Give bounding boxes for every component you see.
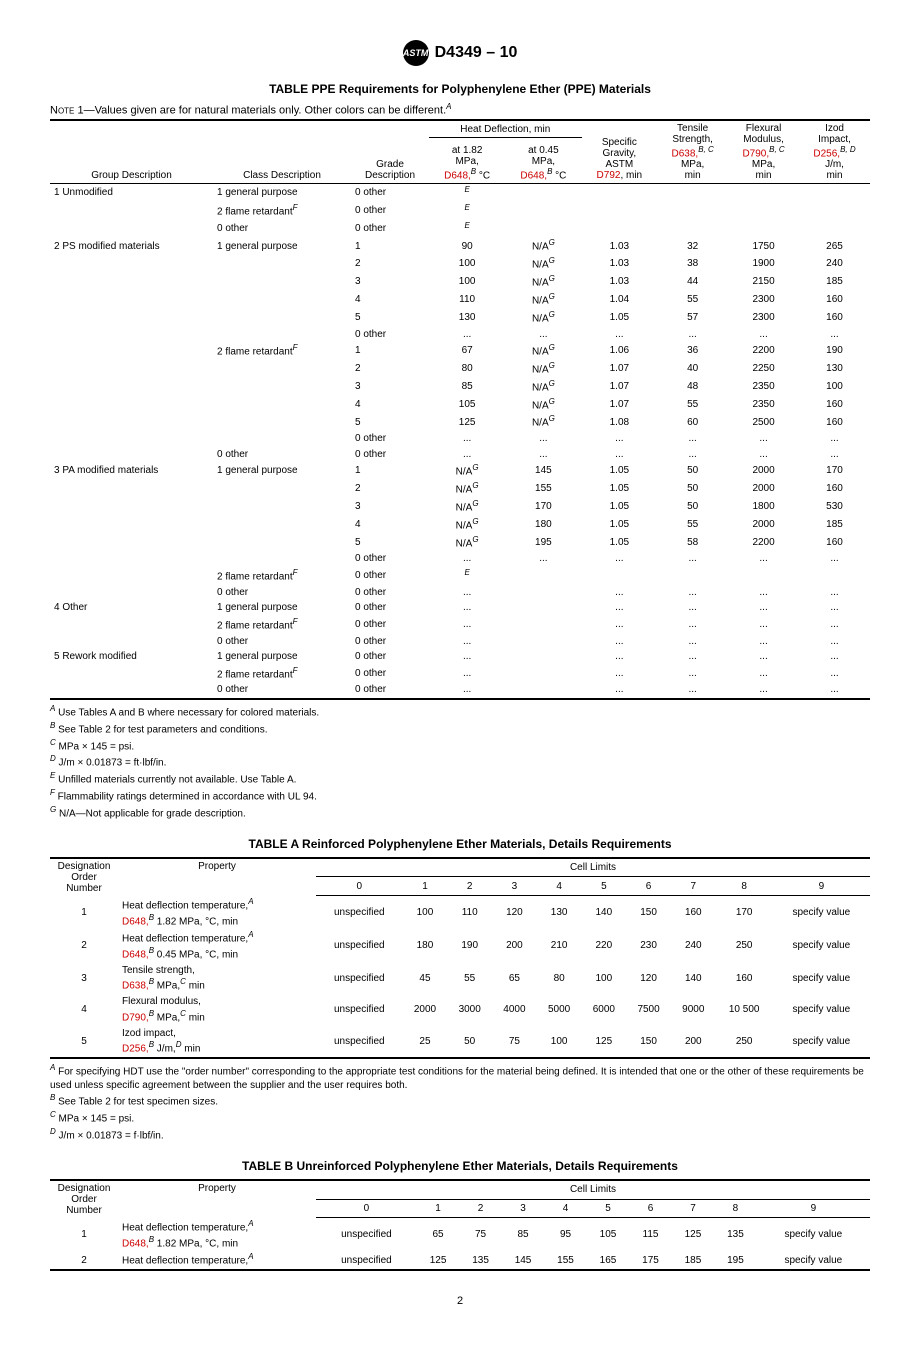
table-row: 2 flame retardantF0 otherE [50, 567, 870, 585]
table-row: 3Tensile strength,D638,B MPa,C minunspec… [50, 963, 870, 994]
table-row: 385N/AG1.07482350100 [50, 378, 870, 396]
table-ppe: Group Description Class Description Grad… [50, 119, 870, 700]
table-row: 0 other0 other............... [50, 585, 870, 601]
table-row: 2 flame retardantF0 otherE [50, 202, 870, 220]
table-row: 2 PS modified materials1 general purpose… [50, 237, 870, 255]
table-row: 5N/AG1951.05582200160 [50, 534, 870, 552]
doc-header: ASTM D4349 – 10 [50, 40, 870, 66]
table-row: 3 PA modified materials1 general purpose… [50, 462, 870, 480]
table-row: 280N/AG1.07402250130 [50, 360, 870, 378]
table-row: 0 other.................. [50, 327, 870, 343]
note-text: —Values given are for natural materials … [84, 105, 447, 117]
table-row: 3N/AG1701.05501800530 [50, 498, 870, 516]
note-sup: A [446, 102, 451, 111]
table-a-footnotes: A For specifying HDT use the "order numb… [50, 1063, 870, 1143]
table-b: Designation Order Number Property Cell L… [50, 1179, 870, 1271]
table-ppe-footnotes: A Use Tables A and B where necessary for… [50, 704, 870, 821]
tb-hdr-cell: Cell Limits [316, 1180, 870, 1199]
table-row: 0 other0 other.................. [50, 447, 870, 463]
table-row: 1Heat deflection temperature,AD648,B 1.8… [50, 896, 870, 930]
table-a: Designation Order Number Property Cell L… [50, 857, 870, 1059]
astm-logo-icon: ASTM [403, 40, 429, 66]
table-row: 2N/AG1551.05502000160 [50, 480, 870, 498]
table-row: 0 other0 other............... [50, 682, 870, 699]
table-row: 0 other0 other............... [50, 634, 870, 650]
table-row: 1 Unmodified1 general purpose0 otherE [50, 183, 870, 201]
hdr-hd1: at 1.82MPa,D648,B °C [429, 138, 505, 184]
table-row: 4Flexural modulus,D790,B MPa,C minunspec… [50, 994, 870, 1025]
note-label: Note 1 [50, 105, 84, 117]
table-row: 0 other.................. [50, 431, 870, 447]
tb-hdr-desig: Designation Order Number [50, 1180, 118, 1218]
table-row: 0 other.................. [50, 551, 870, 567]
table-a-title: TABLE A Reinforced Polyphenylene Ether M… [50, 837, 870, 851]
table-row: 5Izod impact, D256,B J/m,D minunspecifie… [50, 1026, 870, 1058]
table-row: 2 flame retardantF0 other............... [50, 616, 870, 634]
table-row: 5130N/AG1.05572300160 [50, 309, 870, 327]
table-row: 5125N/AG1.08602500160 [50, 413, 870, 431]
doc-id: D4349 – 10 [435, 44, 518, 62]
hdr-hd2: at 0.45MPa,D648,B °C [505, 138, 581, 184]
hdr-group: Group Description [91, 170, 172, 181]
hdr-class: Class Description [243, 170, 321, 181]
table-row: 4105N/AG1.07552350160 [50, 396, 870, 414]
table-row: 2 flame retardantF0 other............... [50, 665, 870, 683]
table-row: 3100N/AG1.03442150185 [50, 273, 870, 291]
ta-hdr-prop: Property [118, 858, 316, 896]
table-row: 4 Other1 general purpose0 other.........… [50, 600, 870, 616]
hdr-flexural: FlexuralModulus,D790,B, CMPa,min [728, 120, 799, 184]
table-row: 4N/AG1801.05552000185 [50, 516, 870, 534]
ta-hdr-desig: Designation Order Number [50, 858, 118, 896]
table-b-title: TABLE B Unreinforced Polyphenylene Ether… [50, 1159, 870, 1173]
table-ppe-note: Note 1—Values given are for natural mate… [50, 102, 870, 117]
hdr-sg: SpecificGravity,ASTMD792, min [582, 120, 658, 184]
table-ppe-title: TABLE PPE Requirements for Polyphenylene… [50, 82, 870, 96]
table-row: 2 flame retardantF167N/AG1.06362200190 [50, 342, 870, 360]
hdr-grade: Grade Description [365, 159, 415, 181]
table-row: 2Heat deflection temperature,AD648,B 0.4… [50, 929, 870, 963]
tb-hdr-prop: Property [118, 1180, 316, 1218]
table-row: 4110N/AG1.04552300160 [50, 291, 870, 309]
table-row: 1Heat deflection temperature,AD648,B 1.8… [50, 1218, 870, 1252]
hdr-heat-deflection: Heat Deflection, min [429, 120, 582, 138]
page-number: 2 [50, 1295, 870, 1307]
table-row: 2100N/AG1.03381900240 [50, 255, 870, 273]
table-row: 0 other0 otherE [50, 220, 870, 238]
hdr-tensile: TensileStrength,D638,B, CMPa,min [657, 120, 728, 184]
hdr-izod: IzodImpact,D256,B, DJ/m,min [799, 120, 870, 184]
ta-hdr-cell: Cell Limits [316, 858, 870, 877]
table-row: 2Heat deflection temperature,Aunspecifie… [50, 1251, 870, 1270]
table-row: 5 Rework modified1 general purpose0 othe… [50, 649, 870, 665]
